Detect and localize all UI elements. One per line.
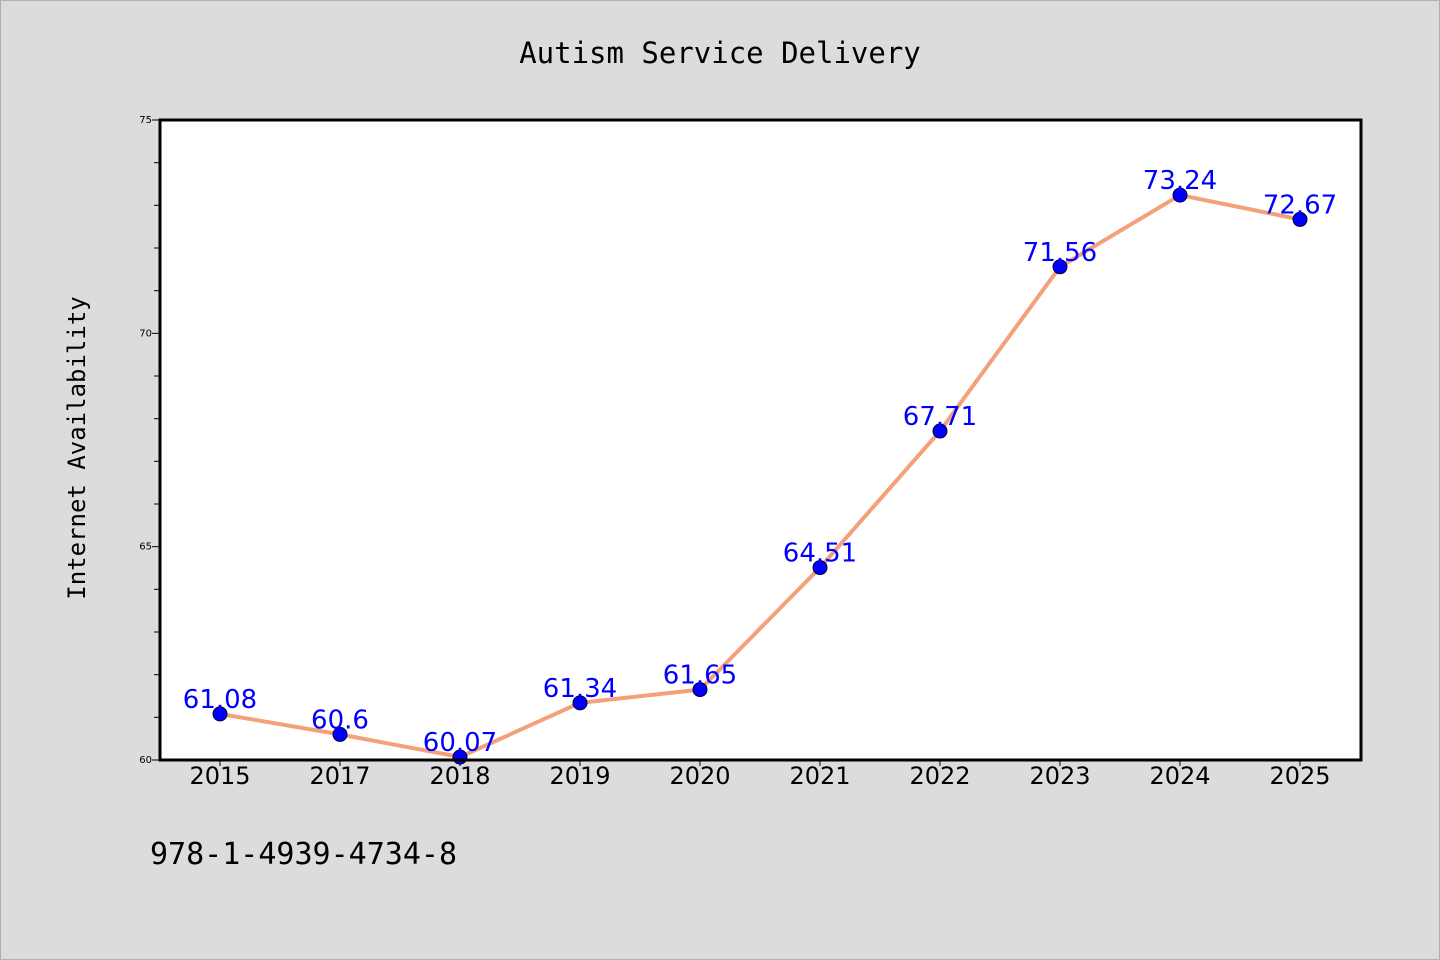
data-point bbox=[692, 682, 708, 698]
data-label: 73.24 bbox=[1143, 166, 1217, 196]
x-tick-label: 2015 bbox=[189, 762, 250, 790]
plot-frame bbox=[158, 118, 1363, 762]
x-tick-label: 2022 bbox=[909, 762, 970, 790]
data-point bbox=[1172, 187, 1188, 203]
data-label: 61.08 bbox=[183, 685, 257, 715]
x-tick-label: 2017 bbox=[309, 762, 370, 790]
data-point bbox=[332, 726, 348, 742]
data-label: 64.51 bbox=[783, 539, 857, 569]
data-label: 71.56 bbox=[1023, 238, 1097, 268]
x-tick-label: 2019 bbox=[549, 762, 610, 790]
y-tick-label: 75 bbox=[139, 115, 152, 126]
data-point bbox=[212, 706, 228, 722]
data-point bbox=[932, 423, 948, 439]
data-label: 60.6 bbox=[311, 705, 369, 735]
data-point bbox=[812, 560, 828, 576]
x-tick-label: 2024 bbox=[1149, 762, 1210, 790]
y-tick-label: 60 bbox=[139, 755, 152, 766]
x-axis: 2015 2017 2018 2019 2020 2021 2022 2023 2024 2025 bbox=[189, 760, 1331, 790]
x-tick-label: 2025 bbox=[1269, 762, 1330, 790]
plot-area bbox=[160, 120, 1361, 760]
chart-title: Autism Service Delivery bbox=[519, 36, 921, 70]
y-tick-label: 70 bbox=[139, 328, 152, 339]
y-tick-label: 65 bbox=[139, 542, 152, 553]
data-point bbox=[1292, 211, 1308, 227]
data-point bbox=[1052, 259, 1068, 275]
isbn-footer: 978-1-4939-4734-8 bbox=[150, 837, 457, 872]
series-line bbox=[219, 193, 1301, 760]
x-tick-label: 2018 bbox=[429, 762, 490, 790]
x-tick-label: 2020 bbox=[669, 762, 730, 790]
data-label: 61.34 bbox=[543, 674, 617, 704]
data-label: 61.65 bbox=[663, 661, 737, 691]
data-label: 67.71 bbox=[903, 402, 977, 432]
data-label: 60.07 bbox=[423, 728, 497, 758]
data-labels: 61.08 60.6 60.07 61.34 61.65 64.51 67.71 71.56 7… bbox=[183, 166, 1337, 758]
x-tick-label: 2021 bbox=[789, 762, 850, 790]
data-point bbox=[572, 695, 588, 711]
y-axis-label: Internet Availability bbox=[63, 296, 91, 599]
data-label: 72.67 bbox=[1263, 190, 1337, 220]
x-tick-label: 2023 bbox=[1029, 762, 1090, 790]
